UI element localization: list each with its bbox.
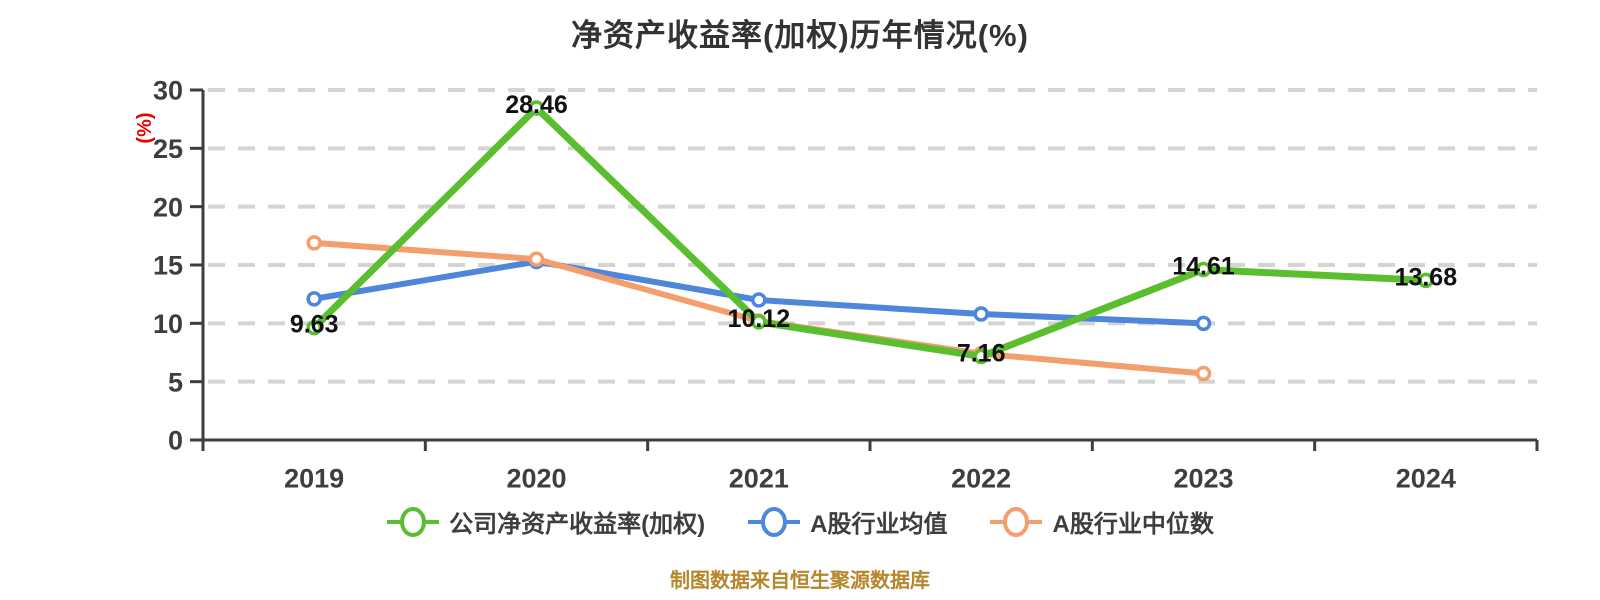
data-label: 13.68 — [1395, 263, 1458, 291]
data-point — [306, 235, 322, 251]
data-label: 10.12 — [728, 305, 791, 333]
y-tick-label: 15 — [153, 251, 183, 281]
x-tick-label: 2022 — [951, 464, 1011, 494]
legend-label: A股行业中位数 — [1052, 511, 1214, 538]
y-tick-label: 30 — [153, 76, 183, 106]
data-point — [751, 292, 767, 308]
series-0: 9.63 28.46 10.12 7.16 14.61 13.68 — [290, 91, 1457, 368]
legend-item-2[interactable]: A股行业中位数 — [989, 504, 1214, 539]
data-point — [528, 251, 545, 267]
y-tick-label: 25 — [153, 134, 183, 164]
x-tick-label: 2019 — [284, 464, 344, 494]
chart-title: 净资产收益率(加权)历年情况(%) — [571, 18, 1029, 53]
legend-item-0[interactable]: 公司净资产收益率(加权) — [386, 504, 705, 539]
legend-marker-icon — [990, 506, 1043, 537]
x-tick-label: 2023 — [1173, 464, 1233, 494]
legend-marker-icon — [387, 506, 440, 537]
chart-legend: 公司净资产收益率(加权) A股行业均值 A股行业中位数 — [0, 504, 1600, 539]
x-tick-label: 2024 — [1396, 464, 1456, 494]
data-point — [306, 291, 322, 307]
data-source-note: 制图数据来自恒生聚源数据库 — [670, 570, 930, 592]
axes: 0 5 10 15 20 25 30 2019 2020 2021 2022 2023 2024 — [153, 76, 1539, 494]
data-label: 7.16 — [957, 339, 1006, 367]
y-tick-label: 5 — [168, 367, 183, 397]
x-tick-label: 2020 — [506, 464, 566, 494]
data-point — [1195, 365, 1212, 382]
y-axis-unit-label: (%) — [134, 112, 156, 143]
data-point — [1418, 272, 1434, 289]
data-label: 9.63 — [290, 311, 339, 339]
legend-item-1[interactable]: A股行业均值 — [747, 504, 947, 539]
legend-label: A股行业均值 — [810, 511, 948, 538]
legend-marker-icon — [748, 506, 801, 537]
data-point — [1195, 315, 1212, 332]
data-point — [306, 319, 322, 336]
data-point — [973, 306, 989, 322]
x-tick-label: 2021 — [729, 464, 789, 494]
data-point — [528, 100, 545, 116]
data-point — [1195, 261, 1212, 278]
y-tick-label: 20 — [153, 192, 183, 222]
y-tick-label: 0 — [168, 426, 183, 456]
gridlines — [208, 88, 1537, 384]
y-tick-label: 10 — [153, 309, 183, 339]
data-point — [751, 314, 767, 330]
data-point — [973, 348, 989, 365]
data-label: 28.46 — [505, 91, 568, 119]
data-label: 14.61 — [1172, 253, 1235, 281]
legend-label: 公司净资产收益率(加权) — [449, 511, 706, 538]
series-1 — [306, 253, 1212, 332]
